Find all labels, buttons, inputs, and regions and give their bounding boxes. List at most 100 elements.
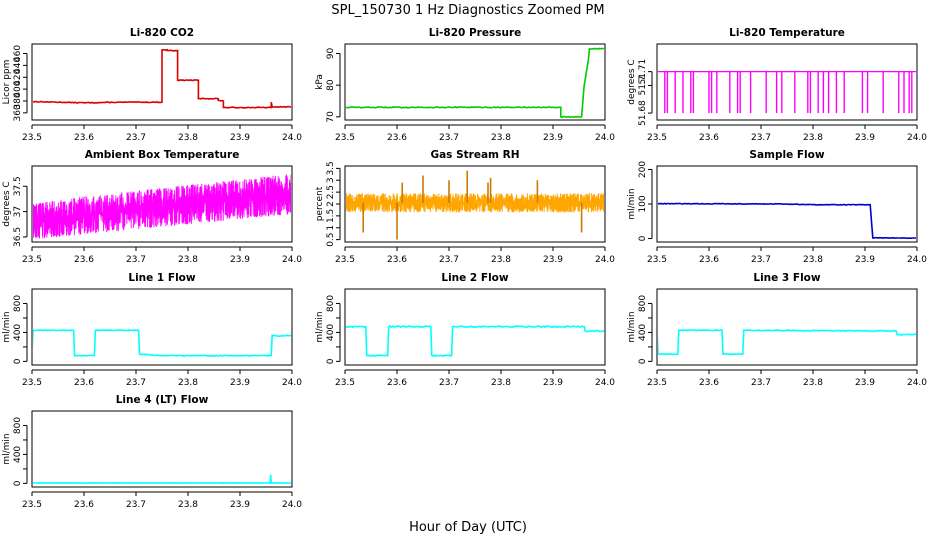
y-tick-label: 400 [638, 324, 648, 341]
y-tick-label: 200 [638, 161, 648, 178]
y-tick-label: 0 [13, 358, 23, 364]
panel-2: Li-820 Temperature 23.5 23.6 23.7 23.8 23.9 24… [627, 27, 927, 143]
figure-title: SPL_150730 1 Hz Diagnostics Zoomed PM [331, 3, 604, 18]
y-tick-label: 460 [13, 45, 23, 62]
x-tick-label: 23.8 [178, 500, 198, 510]
x-tick-label: 24.0 [907, 255, 927, 265]
y-tick-label: 380 [13, 92, 23, 109]
x-tick-label: 23.7 [126, 500, 146, 510]
data-layer [346, 47, 604, 119]
x-tick-label: 23.7 [126, 133, 146, 143]
y-tick-label: 440 [13, 57, 23, 74]
series-line [33, 48, 291, 109]
x-tick-label: 23.6 [387, 378, 407, 388]
panel-title: Sample Flow [749, 149, 824, 161]
panel-0: Li-820 CO2 23.5 23.6 23.7 23.8 23.9 24.0 360380… [2, 27, 302, 143]
data-layer [346, 170, 604, 240]
panel-title: Line 1 Flow [128, 272, 195, 284]
x-tick-label: 23.8 [491, 378, 511, 388]
x-tick-label: 23.8 [178, 133, 198, 143]
x-tick-label: 24.0 [907, 378, 927, 388]
panel-9: Line 4 (LT) Flow 23.5 23.6 23.7 23.8 23.9 24.0… [2, 394, 302, 510]
y-tick-label: 800 [326, 295, 336, 312]
panel-5: Sample Flow 23.5 23.6 23.7 23.8 23.9 24.0 0 100 2… [627, 149, 927, 265]
plot-frame [656, 43, 918, 121]
data-layer [658, 329, 916, 356]
panel-1: Li-820 Pressure 23.5 23.6 23.7 23.8 23.9 24.0 7… [315, 27, 615, 143]
panel-title: Li-820 Temperature [729, 27, 845, 39]
x-axis-label: Hour of Day (UTC) [409, 520, 527, 535]
y-tick-label: 37.5 [13, 176, 23, 196]
plot-frame [31, 410, 293, 488]
series-line [33, 329, 291, 357]
y-tick-label: 1.5 [326, 209, 336, 223]
x-tick-label: 23.7 [126, 378, 146, 388]
plot-frame [344, 165, 606, 243]
x-tick-label: 23.8 [803, 378, 823, 388]
x-tick-label: 24.0 [595, 378, 615, 388]
x-tick-label: 23.9 [543, 133, 563, 143]
y-tick-label: 36.5 [13, 227, 23, 247]
y-tick-label: 0 [638, 358, 648, 364]
panel-title: Line 2 Flow [441, 272, 508, 284]
x-tick-label: 24.0 [595, 133, 615, 143]
plot-frame [31, 288, 293, 366]
y-tick-label: 51.68 [638, 100, 648, 126]
data-layer [658, 71, 916, 114]
y-tick-label: 100 [638, 195, 648, 212]
x-tick-label: 23.5 [22, 133, 42, 143]
x-tick-label: 23.6 [74, 255, 94, 265]
x-tick-label: 23.7 [751, 133, 771, 143]
data-layer [346, 325, 604, 358]
x-tick-label: 23.8 [803, 133, 823, 143]
x-tick-label: 23.8 [178, 378, 198, 388]
data-layer [33, 474, 291, 485]
panel-7: Line 2 Flow 23.5 23.6 23.7 23.8 23.9 24.0 0 400 8… [315, 272, 615, 388]
x-tick-label: 23.9 [855, 255, 875, 265]
panel-title: Ambient Box Temperature [85, 149, 240, 161]
panel-title: Li-820 CO2 [130, 27, 194, 39]
y-tick-label: 400 [326, 324, 336, 341]
panel-title: Gas Stream RH [430, 149, 519, 161]
y-tick-label: 0 [326, 358, 336, 364]
series-line [658, 329, 916, 356]
y-axis-label: ml/min [2, 311, 12, 342]
x-tick-label: 23.9 [230, 133, 250, 143]
x-tick-label: 23.7 [439, 378, 459, 388]
y-axis-label: ml/min [2, 433, 12, 464]
x-tick-label: 23.9 [230, 378, 250, 388]
y-tick-label: 90 [326, 48, 336, 60]
x-tick-label: 23.5 [22, 500, 42, 510]
y-tick-label: 800 [638, 295, 648, 312]
y-tick-label: 2 [326, 201, 336, 207]
y-tick-label: 0 [13, 480, 23, 486]
y-axis-label: percent [315, 186, 325, 221]
x-tick-label: 24.0 [282, 500, 302, 510]
series-band [346, 193, 604, 213]
x-tick-label: 24.0 [282, 378, 302, 388]
x-tick-label: 24.0 [907, 133, 927, 143]
x-tick-label: 23.6 [387, 133, 407, 143]
data-layer [33, 48, 291, 109]
series-line [33, 474, 291, 485]
series-line [346, 47, 604, 119]
plot-frame [31, 165, 293, 243]
data-layer [658, 202, 916, 240]
y-axis-label: Licor ppm [2, 60, 12, 105]
y-tick-label: 2.5 [326, 185, 336, 199]
x-tick-label: 23.7 [751, 255, 771, 265]
x-tick-label: 24.0 [595, 255, 615, 265]
y-tick-label: 37 [13, 206, 23, 217]
data-layer [33, 174, 291, 239]
x-tick-label: 23.9 [543, 255, 563, 265]
series-band [33, 174, 291, 239]
y-tick-label: 400 [13, 446, 23, 463]
x-tick-label: 23.7 [439, 255, 459, 265]
y-tick-label: 80 [326, 79, 336, 91]
series-line [346, 325, 604, 358]
x-tick-label: 23.8 [491, 255, 511, 265]
y-tick-label: 3 [326, 177, 336, 183]
x-tick-label: 23.6 [387, 255, 407, 265]
